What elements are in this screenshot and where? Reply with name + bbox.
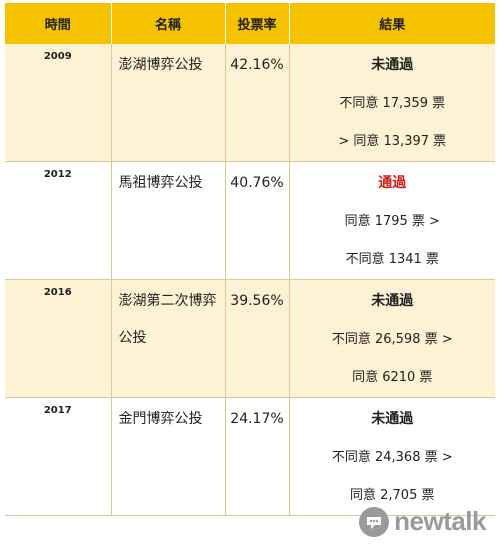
result-line-2: 不同意 1341 票	[345, 252, 439, 267]
result-status: 未通過	[371, 411, 414, 427]
table-row: 2016 澎湖第二次博弈公投 39.56% 未通過 不同意 26,598 票 >…	[5, 279, 495, 398]
result-line-1: 不同意 17,359 票	[339, 96, 446, 111]
referendum-table: 時間 名稱 投票率 結果 2009 澎湖博弈公投 42.16% 未通過 不同意 …	[5, 3, 495, 516]
rate-cell: 39.56%	[225, 279, 290, 398]
result-line-2: > 同意 13,397 票	[338, 134, 447, 149]
rate-cell: 24.17%	[225, 397, 290, 516]
name-cell: 澎湖博弈公投	[111, 44, 226, 162]
header-time: 時間	[5, 3, 112, 44]
year-cell: 2016	[5, 279, 112, 398]
result-line-1: 不同意 24,368 票 >	[331, 450, 453, 465]
header-rate: 投票率	[225, 3, 290, 44]
result-status: 未通過	[371, 57, 414, 73]
header-result: 結果	[289, 3, 495, 44]
result-status: 通過	[378, 175, 407, 191]
result-cell: 未通過 不同意 17,359 票 > 同意 13,397 票	[289, 44, 495, 162]
header-name: 名稱	[111, 3, 226, 44]
result-line-1: 不同意 26,598 票 >	[331, 332, 453, 347]
newtalk-watermark-text: newtalk	[394, 506, 486, 536]
year-cell: 2012	[5, 161, 112, 280]
result-cell: 未通過 不同意 24,368 票 > 同意 2,705 票	[289, 397, 495, 516]
rate-cell: 42.16%	[225, 44, 290, 162]
table-row: 2009 澎湖博弈公投 42.16% 未通過 不同意 17,359 票 > 同意…	[5, 44, 495, 162]
result-line-2: 同意 2,705 票	[350, 488, 435, 503]
result-cell: 通過 同意 1795 票 > 不同意 1341 票	[289, 161, 495, 280]
name-cell: 澎湖第二次博弈公投	[111, 279, 226, 398]
year-cell: 2009	[5, 44, 112, 162]
result-cell: 未通過 不同意 26,598 票 > 同意 6210 票	[289, 279, 495, 398]
table-header: 時間 名稱 投票率 結果	[5, 3, 495, 44]
name-cell: 馬祖博弈公投	[111, 161, 226, 280]
result-line-2: 同意 6210 票	[352, 370, 433, 385]
name-cell: 金門博弈公投	[111, 397, 226, 516]
table-row: 2017 金門博弈公投 24.17% 未通過 不同意 24,368 票 > 同意…	[5, 397, 495, 516]
newtalk-watermark: newtalk	[359, 506, 486, 537]
rate-cell: 40.76%	[225, 161, 290, 280]
result-line-1: 同意 1795 票 >	[344, 214, 440, 229]
table-row: 2012 馬祖博弈公投 40.76% 通過 同意 1795 票 > 不同意 13…	[5, 161, 495, 280]
year-cell: 2017	[5, 397, 112, 516]
newtalk-logo-icon	[359, 506, 390, 537]
result-status: 未通過	[371, 293, 414, 309]
